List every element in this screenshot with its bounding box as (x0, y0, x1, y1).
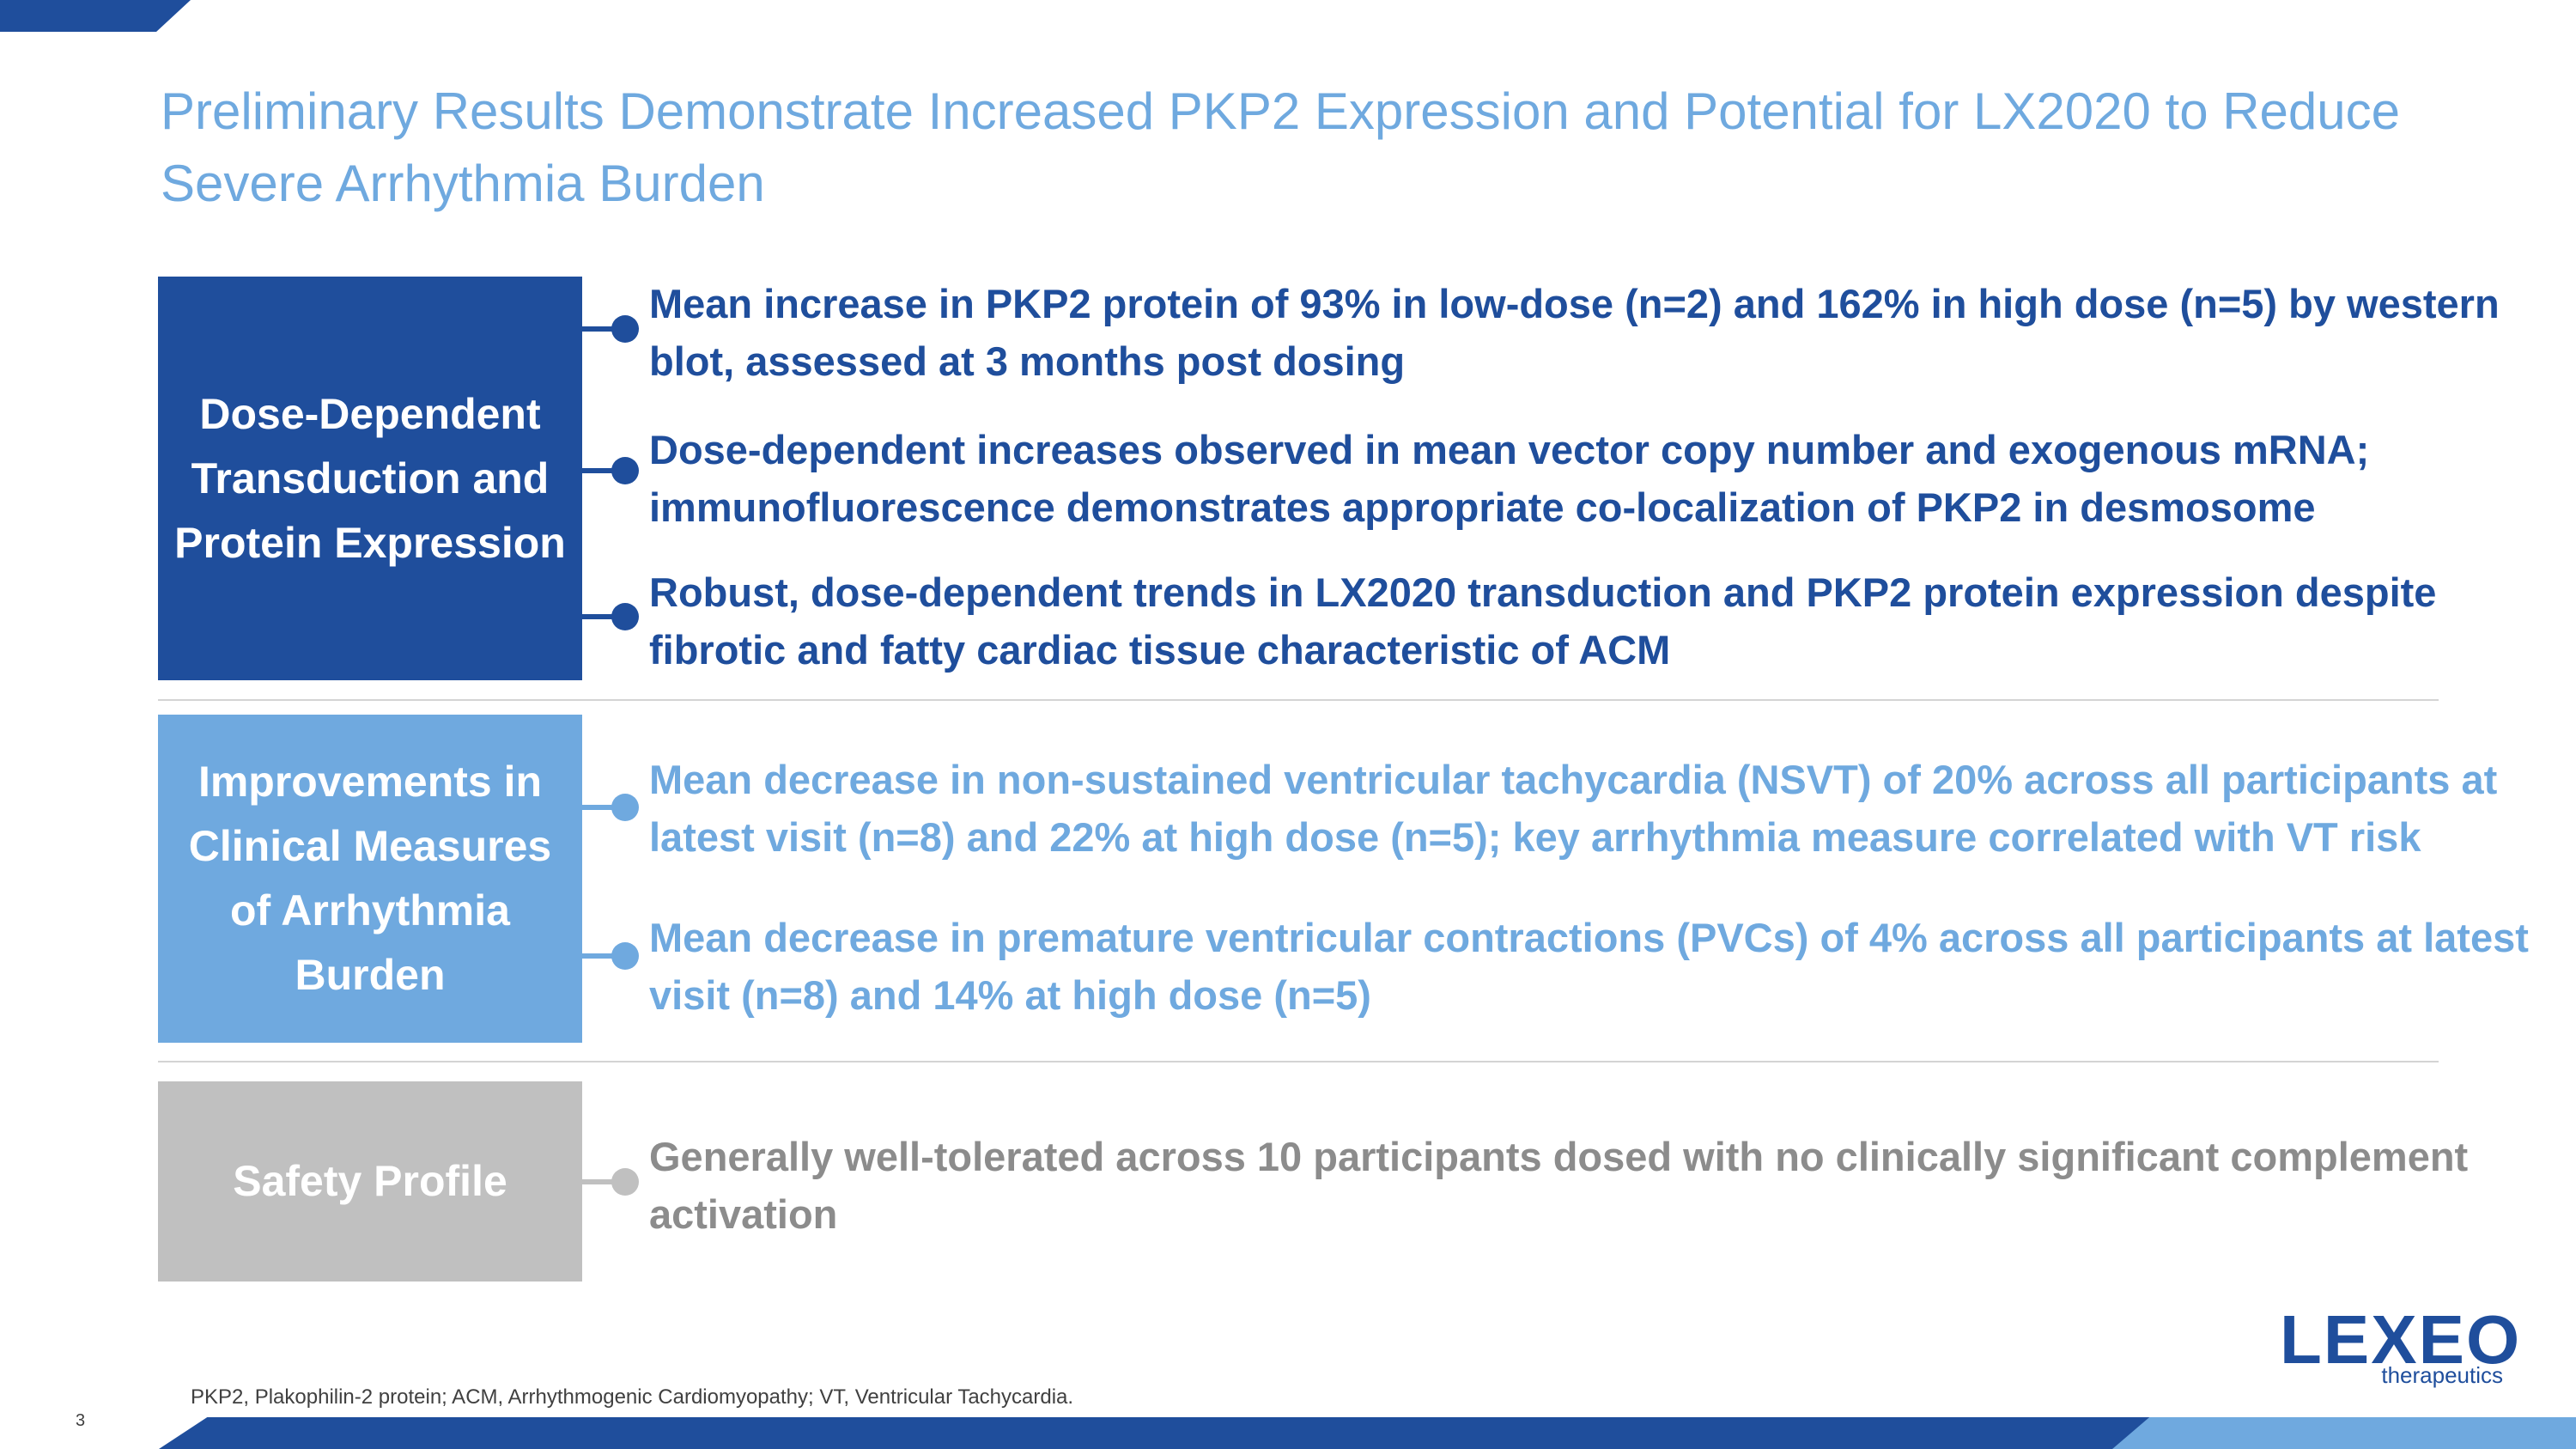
category-clinical-measures: Improvements in Clinical Measures of Arr… (158, 715, 582, 1043)
bullet-safety: Generally well-tolerated across 10 parti… (649, 1134, 2469, 1237)
bullet-pvc-decrease: Mean decrease in premature ventricular c… (649, 915, 2529, 1018)
logo-subtitle: therapeutics (2381, 1362, 2503, 1388)
page-title: Preliminary Results Demonstrate Increase… (161, 82, 2401, 212)
lexeo-logo: LEXEO therapeutics (2280, 1306, 2519, 1389)
bullet-connector (582, 315, 639, 343)
section-divider (158, 1061, 2439, 1062)
footnote: PKP2, Plakophilin-2 protein; ACM, Arrhyt… (191, 1385, 1074, 1409)
page-number: 3 (76, 1411, 86, 1430)
top-accent-bar (0, 0, 191, 32)
bullet-pkp2-increase: Mean increase in PKP2 protein of 93% in … (649, 281, 2500, 384)
logo-wordmark: LEXEO (2280, 1301, 2522, 1378)
bullet-connector (582, 457, 639, 484)
bullet-vector-copy: Dose-dependent increases observed in mea… (649, 427, 2370, 530)
bullet-connector (582, 794, 639, 821)
category-label: Dose-Dependent Transduction and Protein … (174, 389, 566, 567)
bottom-band-accent (2112, 1417, 2576, 1449)
category-dose-dependent: Dose-Dependent Transduction and Protein … (158, 277, 582, 680)
bullet-connector (582, 942, 639, 970)
section-divider (158, 699, 2439, 701)
bullet-connector (582, 1168, 639, 1196)
bullet-connector (582, 603, 639, 630)
category-label: Improvements in Clinical Measures of Arr… (188, 758, 552, 999)
category-safety-profile: Safety Profile (158, 1081, 582, 1282)
category-label: Safety Profile (233, 1157, 507, 1205)
bullet-robust-trends: Robust, dose-dependent trends in LX2020 … (649, 569, 2437, 673)
bullet-nsvt-decrease: Mean decrease in non-sustained ventricul… (649, 757, 2498, 860)
